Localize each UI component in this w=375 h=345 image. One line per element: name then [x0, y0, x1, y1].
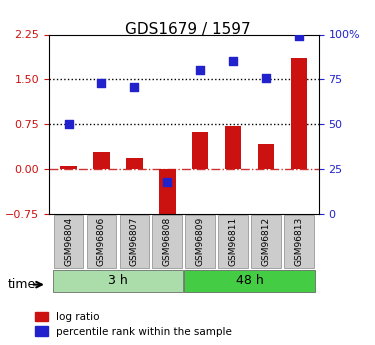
- FancyBboxPatch shape: [185, 215, 215, 268]
- Point: [66, 121, 72, 127]
- Point: [296, 33, 302, 39]
- Bar: [60, 166, 77, 169]
- FancyBboxPatch shape: [218, 215, 248, 268]
- Text: GDS1679 / 1597: GDS1679 / 1597: [124, 22, 250, 37]
- Bar: [192, 132, 208, 169]
- Legend: log ratio, percentile rank within the sample: log ratio, percentile rank within the sa…: [35, 312, 232, 337]
- Text: GSM96811: GSM96811: [229, 217, 238, 266]
- Bar: [291, 58, 307, 169]
- FancyBboxPatch shape: [53, 270, 183, 292]
- FancyBboxPatch shape: [153, 215, 182, 268]
- Bar: [159, 169, 176, 220]
- Point: [230, 59, 236, 64]
- Point: [263, 75, 269, 80]
- Point: [197, 68, 203, 73]
- FancyBboxPatch shape: [184, 270, 315, 292]
- Point: [98, 80, 104, 86]
- Point: [164, 179, 170, 184]
- Bar: [126, 158, 142, 169]
- Bar: [225, 126, 242, 169]
- Text: GSM96812: GSM96812: [262, 217, 271, 266]
- Text: time: time: [8, 278, 36, 291]
- Text: GSM96806: GSM96806: [97, 217, 106, 266]
- Text: GSM96808: GSM96808: [163, 217, 172, 266]
- Text: 48 h: 48 h: [236, 274, 264, 287]
- FancyBboxPatch shape: [284, 215, 314, 268]
- Text: GSM96809: GSM96809: [196, 217, 205, 266]
- Bar: [258, 144, 274, 169]
- Text: GSM96804: GSM96804: [64, 217, 73, 266]
- Text: GSM96813: GSM96813: [294, 217, 303, 266]
- FancyBboxPatch shape: [120, 215, 149, 268]
- FancyBboxPatch shape: [251, 215, 281, 268]
- Text: GSM96807: GSM96807: [130, 217, 139, 266]
- Bar: [93, 152, 110, 169]
- Text: 3 h: 3 h: [108, 274, 128, 287]
- FancyBboxPatch shape: [87, 215, 116, 268]
- Point: [131, 84, 137, 89]
- FancyBboxPatch shape: [54, 215, 83, 268]
